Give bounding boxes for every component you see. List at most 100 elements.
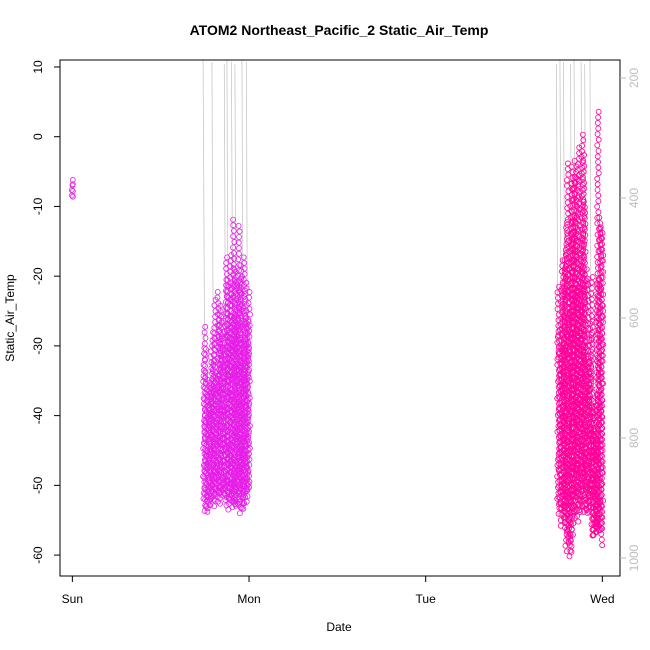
data-point <box>235 239 242 246</box>
data-point <box>579 187 586 194</box>
data-point <box>236 510 243 517</box>
data-point <box>582 299 589 306</box>
data-point <box>221 362 227 369</box>
data-point <box>599 241 605 248</box>
data-point <box>216 495 223 502</box>
data-point <box>567 520 574 526</box>
data-point <box>597 229 604 236</box>
data-point <box>230 244 236 251</box>
data-point <box>579 432 586 439</box>
data-point <box>205 488 212 495</box>
data-point <box>580 176 586 183</box>
data-point <box>241 480 248 487</box>
data-point <box>245 356 252 362</box>
data-point <box>595 387 602 394</box>
data-point <box>580 232 587 238</box>
data-point <box>587 443 594 450</box>
data-point <box>599 436 605 443</box>
data-point <box>578 193 585 199</box>
data-point <box>561 371 568 378</box>
data-point <box>575 161 581 168</box>
data-point <box>599 358 606 365</box>
data-point <box>597 308 604 314</box>
data-point <box>246 361 252 368</box>
data-point <box>598 291 605 298</box>
data-point <box>591 476 597 483</box>
data-point <box>69 177 76 183</box>
data-point <box>583 277 590 284</box>
data-point <box>246 400 253 407</box>
data-point <box>202 486 209 493</box>
data-point <box>579 276 586 283</box>
data-point <box>554 395 561 402</box>
data-point <box>588 296 595 303</box>
data-point <box>597 264 604 271</box>
data-point <box>564 319 571 326</box>
data-point <box>588 419 594 425</box>
data-point <box>236 234 242 240</box>
data-point <box>587 368 594 375</box>
data-point <box>594 120 601 126</box>
data-point <box>246 428 252 435</box>
data-point <box>563 224 570 231</box>
data-point <box>563 252 569 259</box>
data-point <box>598 514 605 521</box>
data-point <box>203 346 209 353</box>
data-point <box>599 352 606 359</box>
data-point <box>588 352 595 358</box>
data-point <box>232 268 239 275</box>
data-point <box>595 147 602 154</box>
data-point <box>202 375 209 382</box>
data-point <box>582 221 589 227</box>
data-point <box>580 198 587 205</box>
data-point <box>583 266 590 273</box>
data-point <box>588 365 595 372</box>
x-tick-label: Mon <box>237 592 260 606</box>
data-point <box>246 484 252 491</box>
pressure-spike <box>211 61 214 388</box>
data-point <box>595 159 601 165</box>
y-tick-label: -50 <box>31 476 45 494</box>
data-point <box>595 164 602 171</box>
data-point <box>576 272 583 279</box>
data-point <box>580 230 587 236</box>
data-point <box>69 193 76 200</box>
data-point <box>582 209 589 216</box>
data-point <box>246 289 253 295</box>
data-point <box>582 310 589 317</box>
data-point <box>581 152 587 158</box>
x-tick-label: Wed <box>590 592 614 606</box>
data-point <box>245 406 252 413</box>
data-point <box>599 458 606 465</box>
data-point <box>586 343 593 349</box>
data-point <box>246 333 253 340</box>
data-point <box>598 391 605 398</box>
data-point <box>578 170 585 177</box>
data-point <box>575 239 582 246</box>
y-tick-label: 0 <box>31 133 45 140</box>
data-point <box>245 341 252 348</box>
data-point <box>564 283 571 290</box>
data-point <box>596 292 603 299</box>
data-point <box>243 480 250 487</box>
data-point <box>246 439 252 446</box>
data-point <box>599 525 605 532</box>
data-point <box>600 380 606 387</box>
y2-tick-label: 400 <box>627 188 641 208</box>
data-point <box>245 319 252 325</box>
data-point <box>589 274 596 280</box>
data-point <box>587 432 594 438</box>
data-point <box>597 441 604 448</box>
data-point <box>245 300 252 307</box>
data-point <box>235 222 242 229</box>
data-point <box>598 347 605 353</box>
data-point <box>568 180 575 187</box>
y-tick-label: 10 <box>31 60 45 74</box>
data-point <box>231 278 238 284</box>
data-point <box>598 252 605 259</box>
data-point <box>569 169 576 176</box>
data-point <box>242 313 249 320</box>
data-point <box>594 214 601 221</box>
data-point <box>599 453 605 459</box>
data-point <box>581 224 588 231</box>
